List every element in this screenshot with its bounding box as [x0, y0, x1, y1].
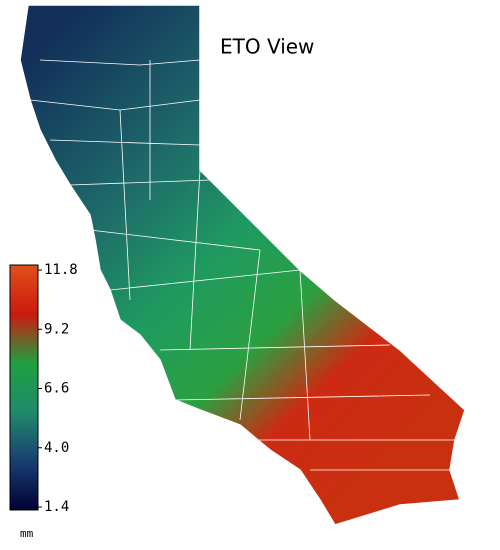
colorbar-tick-label: 11.8 — [44, 262, 78, 278]
colorbar-tick-label: 4.0 — [44, 440, 69, 456]
county-lines — [29, 59, 460, 471]
colorbar-unit: mm — [20, 527, 34, 540]
colorbar-tick-label: 6.6 — [44, 381, 69, 397]
colorbar-tick-label: 1.4 — [44, 499, 69, 515]
california-shape — [19, 4, 466, 526]
colorbar-tick-label: 9.2 — [44, 321, 69, 337]
colorbar — [9, 264, 39, 511]
title: ETO View — [220, 35, 314, 59]
